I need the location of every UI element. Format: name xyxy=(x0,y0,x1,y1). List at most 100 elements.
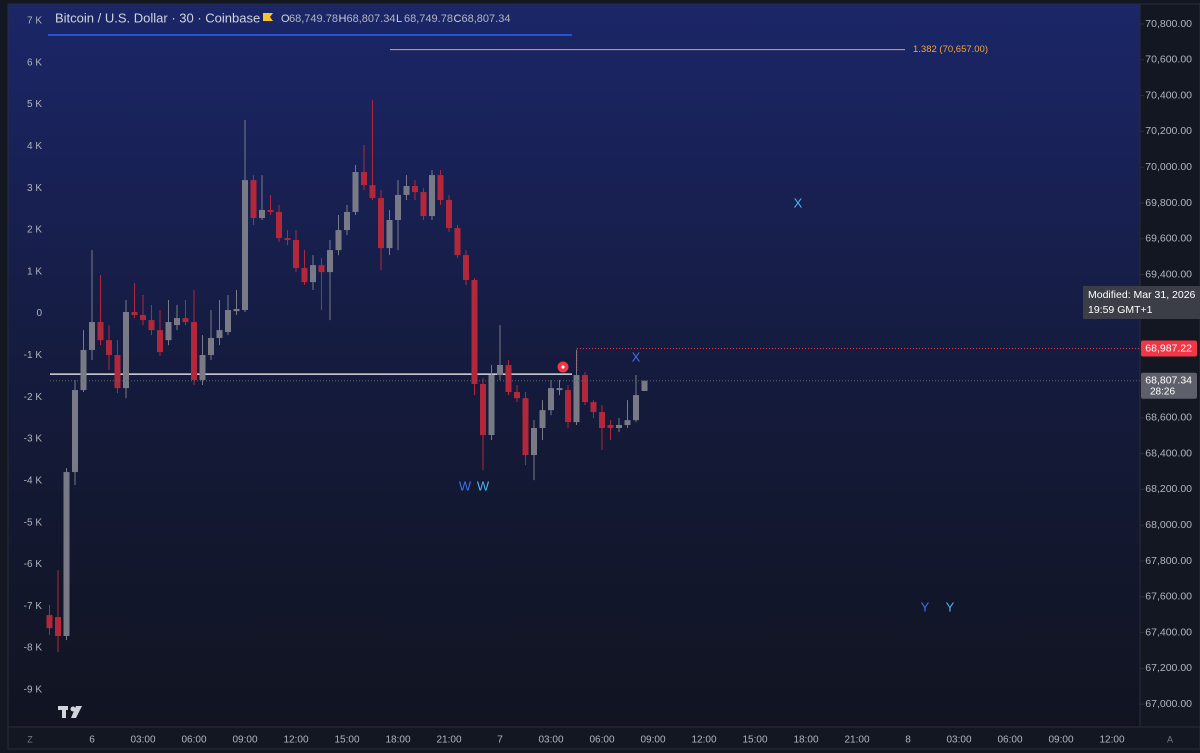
candle-body xyxy=(386,220,393,249)
candle-body xyxy=(471,279,478,384)
y2-tick-label: -8 K xyxy=(24,643,43,654)
candle-body xyxy=(140,315,146,321)
y-tick-label: 70,600.00 xyxy=(1145,54,1192,66)
y-tick-label: 67,400.00 xyxy=(1145,626,1192,638)
candle-body xyxy=(259,209,265,219)
plot-area xyxy=(8,4,1140,727)
candle-body xyxy=(80,349,87,391)
candle-body xyxy=(46,615,53,629)
corner-label: A xyxy=(1167,734,1173,744)
x-tick-label: 18:00 xyxy=(793,735,818,746)
candle-body xyxy=(123,312,129,389)
y-tick-label: 68,400.00 xyxy=(1145,447,1192,459)
y-tick-label: 68,600.00 xyxy=(1145,412,1192,424)
candle-body xyxy=(607,424,614,429)
y2-tick-label: -2 K xyxy=(24,392,43,403)
x-tick-label: 8 xyxy=(905,735,911,746)
ohlc-value: 68,807.34 xyxy=(347,13,396,25)
candle-body xyxy=(582,375,588,403)
corner-label: Z xyxy=(27,734,33,744)
wave-label: Y xyxy=(921,599,930,614)
candle-body xyxy=(199,354,206,381)
wave-label: X xyxy=(794,195,803,210)
y-tick-label: 67,200.00 xyxy=(1145,662,1192,674)
candle-body xyxy=(106,340,112,355)
logo xyxy=(58,706,82,718)
y-tick-label: 70,800.00 xyxy=(1145,18,1192,30)
candle-body xyxy=(174,318,180,326)
y2-tick-label: 5 K xyxy=(27,99,42,110)
candle-body xyxy=(352,172,359,212)
y-tick-label: 69,400.00 xyxy=(1145,268,1192,280)
x-tick-label: 21:00 xyxy=(436,735,461,746)
candle-body xyxy=(522,398,529,456)
wave-label: W xyxy=(459,478,472,493)
candle-body xyxy=(463,255,469,280)
candle-body xyxy=(590,402,597,413)
candle-body xyxy=(531,428,537,456)
y2-tick-label: 1 K xyxy=(27,266,42,277)
candle-body xyxy=(437,175,444,200)
symbol-title[interactable]: Bitcoin / U.S. Dollar · 30 · Coinbase xyxy=(55,10,260,25)
y2-tick-label: -4 K xyxy=(24,475,43,486)
x-tick-label: 09:00 xyxy=(232,735,257,746)
x-tick-label: 12:00 xyxy=(1099,735,1124,746)
x-tick-label: 06:00 xyxy=(589,735,614,746)
candle-body xyxy=(344,211,350,231)
candle-body xyxy=(616,424,622,429)
x-tick-label: 03:00 xyxy=(946,735,971,746)
candle-body xyxy=(488,375,495,435)
candle-body xyxy=(327,250,333,273)
x-tick-label: 6 xyxy=(89,735,95,746)
y-tick-label: 67,000.00 xyxy=(1145,698,1192,710)
candle-body xyxy=(641,380,648,392)
candle-body xyxy=(497,365,503,376)
x-tick-label: 12:00 xyxy=(691,735,716,746)
tooltip-box xyxy=(1083,286,1200,319)
y-tick-label: 69,800.00 xyxy=(1145,197,1192,209)
candle-body xyxy=(573,375,580,423)
y2-tick-label: 6 K xyxy=(27,57,42,68)
candle-body xyxy=(420,192,427,217)
x-tick-label: 06:00 xyxy=(997,735,1022,746)
candle-body xyxy=(148,320,155,331)
candle-body xyxy=(599,412,605,429)
candle-body xyxy=(514,392,520,399)
y2-tick-label: -7 K xyxy=(24,601,43,612)
candle-body xyxy=(97,322,104,341)
candle-body xyxy=(191,322,197,381)
y-tick-label: 68,000.00 xyxy=(1145,519,1192,531)
countdown-label: 28:26 xyxy=(1150,386,1175,397)
candle-body xyxy=(318,265,325,273)
alert-marker-dot xyxy=(561,365,565,369)
y2-tick-label: -3 K xyxy=(24,434,43,445)
y-tick-label: 67,600.00 xyxy=(1145,591,1192,603)
x-tick-label: 15:00 xyxy=(334,735,359,746)
candle-body xyxy=(556,388,563,391)
flag-icon[interactable] xyxy=(263,13,273,21)
candle-body xyxy=(454,228,461,256)
candle-body xyxy=(361,172,367,186)
last-price-label: 68,807.34 xyxy=(1145,374,1192,386)
candle-body xyxy=(165,322,172,341)
x-tick-label: 21:00 xyxy=(844,735,869,746)
candle-body xyxy=(63,472,70,637)
candle-body xyxy=(250,180,257,219)
candle-body xyxy=(505,365,512,393)
ohlc-key: L xyxy=(396,13,402,25)
x-tick-label: 09:00 xyxy=(1048,735,1073,746)
candle-body xyxy=(429,175,435,217)
candle-body xyxy=(267,209,274,212)
wave-label: Y xyxy=(946,599,955,614)
x-tick-label: 03:00 xyxy=(130,735,155,746)
y2-tick-label: -6 K xyxy=(24,559,43,570)
ohlc-value: 68,749.78 xyxy=(404,13,453,25)
ohlc-key: C xyxy=(454,13,462,25)
candle-body xyxy=(395,194,401,221)
x-tick-label: 06:00 xyxy=(181,735,206,746)
y-tick-label: 69,600.00 xyxy=(1145,233,1192,245)
candle-body xyxy=(624,420,631,425)
x-tick-label: 18:00 xyxy=(385,735,410,746)
